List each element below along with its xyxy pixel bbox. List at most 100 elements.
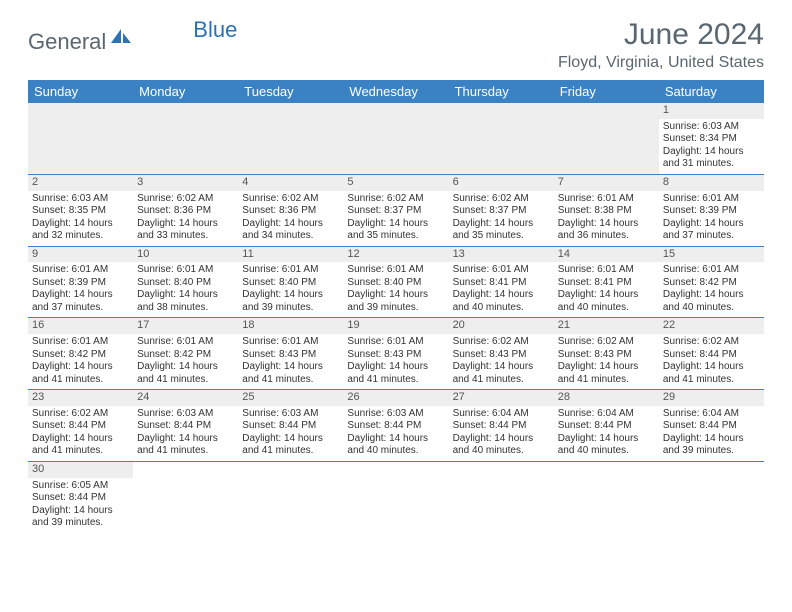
day-number: 21 [554, 318, 659, 334]
day-cell: 30Sunrise: 6:05 AMSunset: 8:44 PMDayligh… [28, 461, 133, 532]
day-number: 16 [28, 318, 133, 334]
day-cell: 18Sunrise: 6:01 AMSunset: 8:43 PMDayligh… [238, 318, 343, 390]
daylight-line-1: Daylight: 14 hours [453, 433, 550, 446]
daylight-line-2: and 31 minutes. [663, 158, 760, 171]
day-cell: 19Sunrise: 6:01 AMSunset: 8:43 PMDayligh… [343, 318, 448, 390]
sunrise-line: Sunrise: 6:01 AM [347, 264, 444, 277]
daylight-line-1: Daylight: 14 hours [558, 289, 655, 302]
sunrise-line: Sunrise: 6:05 AM [32, 480, 129, 493]
daylight-line-1: Daylight: 14 hours [32, 218, 129, 231]
empty-cell [133, 461, 238, 532]
daylight-line-2: and 41 minutes. [558, 374, 655, 387]
dow-header: Saturday [659, 80, 764, 103]
daylight-line-1: Daylight: 14 hours [137, 433, 234, 446]
sunrise-line: Sunrise: 6:02 AM [453, 336, 550, 349]
empty-cell [133, 103, 238, 174]
sunset-line: Sunset: 8:43 PM [242, 349, 339, 362]
day-cell: 6Sunrise: 6:02 AMSunset: 8:37 PMDaylight… [449, 174, 554, 246]
daylight-line-1: Daylight: 14 hours [453, 289, 550, 302]
daylight-line-1: Daylight: 14 hours [32, 361, 129, 374]
sunrise-line: Sunrise: 6:01 AM [242, 264, 339, 277]
logo: General Blue [28, 24, 177, 60]
daylight-line-2: and 39 minutes. [32, 517, 129, 530]
sunset-line: Sunset: 8:40 PM [242, 277, 339, 290]
day-number: 26 [343, 390, 448, 406]
day-number: 11 [238, 247, 343, 263]
location: Floyd, Virginia, United States [558, 54, 764, 72]
daylight-line-1: Daylight: 14 hours [558, 218, 655, 231]
empty-cell [449, 103, 554, 174]
day-number: 8 [659, 175, 764, 191]
sunrise-line: Sunrise: 6:01 AM [663, 193, 760, 206]
day-cell: 16 Sunrise: 6:01 AMSunset: 8:42 PMDayligh… [28, 318, 133, 390]
sunset-line: Sunset: 8:38 PM [558, 205, 655, 218]
sunset-line: Sunset: 8:43 PM [453, 349, 550, 362]
week-row: 30Sunrise: 6:05 AMSunset: 8:44 PMDayligh… [28, 461, 764, 532]
day-cell: 7Sunrise: 6:01 AMSunset: 8:38 PMDaylight… [554, 174, 659, 246]
daylight-line-1: Daylight: 14 hours [137, 361, 234, 374]
sunset-line: Sunset: 8:42 PM [32, 349, 129, 362]
logo-text-general: General [28, 29, 106, 55]
day-cell: 12Sunrise: 6:01 AMSunset: 8:40 PMDayligh… [343, 246, 448, 318]
calendar-table: SundayMondayTuesdayWednesdayThursdayFrid… [28, 80, 764, 533]
sunset-line: Sunset: 8:44 PM [347, 420, 444, 433]
day-cell: 10Sunrise: 6:01 AMSunset: 8:40 PMDayligh… [133, 246, 238, 318]
daylight-line-1: Daylight: 14 hours [663, 433, 760, 446]
sunset-line: Sunset: 8:40 PM [347, 277, 444, 290]
day-cell: 29Sunrise: 6:04 AMSunset: 8:44 PMDayligh… [659, 390, 764, 462]
sunset-line: Sunset: 8:36 PM [137, 205, 234, 218]
daylight-line-2: and 41 minutes. [242, 374, 339, 387]
sunrise-line: Sunrise: 6:01 AM [137, 264, 234, 277]
day-cell: 4Sunrise: 6:02 AMSunset: 8:36 PMDaylight… [238, 174, 343, 246]
daylight-line-1: Daylight: 14 hours [32, 505, 129, 518]
daylight-line-2: and 41 minutes. [32, 445, 129, 458]
sunrise-line: Sunrise: 6:03 AM [347, 408, 444, 421]
day-number: 27 [449, 390, 554, 406]
daylight-line-2: and 38 minutes. [137, 302, 234, 315]
sunset-line: Sunset: 8:40 PM [137, 277, 234, 290]
day-number: 14 [554, 247, 659, 263]
day-number: 24 [133, 390, 238, 406]
day-number: 29 [659, 390, 764, 406]
sunrise-line: Sunrise: 6:02 AM [453, 193, 550, 206]
day-number: 7 [554, 175, 659, 191]
day-number: 23 [28, 390, 133, 406]
day-number: 3 [133, 175, 238, 191]
daylight-line-1: Daylight: 14 hours [453, 361, 550, 374]
day-cell: 9Sunrise: 6:01 AMSunset: 8:39 PMDaylight… [28, 246, 133, 318]
daylight-line-2: and 40 minutes. [558, 302, 655, 315]
daylight-line-2: and 41 minutes. [137, 445, 234, 458]
daylight-line-2: and 39 minutes. [347, 302, 444, 315]
logo-sail-icon [110, 24, 132, 50]
daylight-line-2: and 35 minutes. [347, 230, 444, 243]
day-number: 20 [449, 318, 554, 334]
daylight-line-1: Daylight: 14 hours [242, 433, 339, 446]
sunset-line: Sunset: 8:43 PM [347, 349, 444, 362]
sunset-line: Sunset: 8:44 PM [663, 420, 760, 433]
sunrise-line: Sunrise: 6:03 AM [242, 408, 339, 421]
day-cell: 24Sunrise: 6:03 AMSunset: 8:44 PMDayligh… [133, 390, 238, 462]
sunrise-line: Sunrise: 6:01 AM [32, 336, 129, 349]
day-number: 9 [28, 247, 133, 263]
empty-cell [449, 461, 554, 532]
dow-header: Tuesday [238, 80, 343, 103]
empty-cell [28, 103, 133, 174]
sunset-line: Sunset: 8:36 PM [242, 205, 339, 218]
daylight-line-2: and 41 minutes. [453, 374, 550, 387]
day-number: 5 [343, 175, 448, 191]
sunrise-line: Sunrise: 6:01 AM [558, 264, 655, 277]
daylight-line-1: Daylight: 14 hours [242, 289, 339, 302]
week-row: 16Sunrise: 6:01 AMSunset: 8:42 PMDayligh… [28, 318, 764, 390]
sunset-line: Sunset: 8:42 PM [663, 277, 760, 290]
daylight-line-1: Daylight: 14 hours [242, 361, 339, 374]
sunrise-line: Sunrise: 6:02 AM [32, 408, 129, 421]
sunrise-line: Sunrise: 6:03 AM [663, 121, 760, 134]
week-row: 2Sunrise: 6:03 AMSunset: 8:35 PMDaylight… [28, 174, 764, 246]
day-cell: 13Sunrise: 6:01 AMSunset: 8:41 PMDayligh… [449, 246, 554, 318]
daylight-line-2: and 40 minutes. [558, 445, 655, 458]
sunset-line: Sunset: 8:44 PM [663, 349, 760, 362]
daylight-line-2: and 41 minutes. [242, 445, 339, 458]
day-cell: 8Sunrise: 6:01 AMSunset: 8:39 PMDaylight… [659, 174, 764, 246]
sunrise-line: Sunrise: 6:02 AM [663, 336, 760, 349]
sunrise-line: Sunrise: 6:02 AM [347, 193, 444, 206]
